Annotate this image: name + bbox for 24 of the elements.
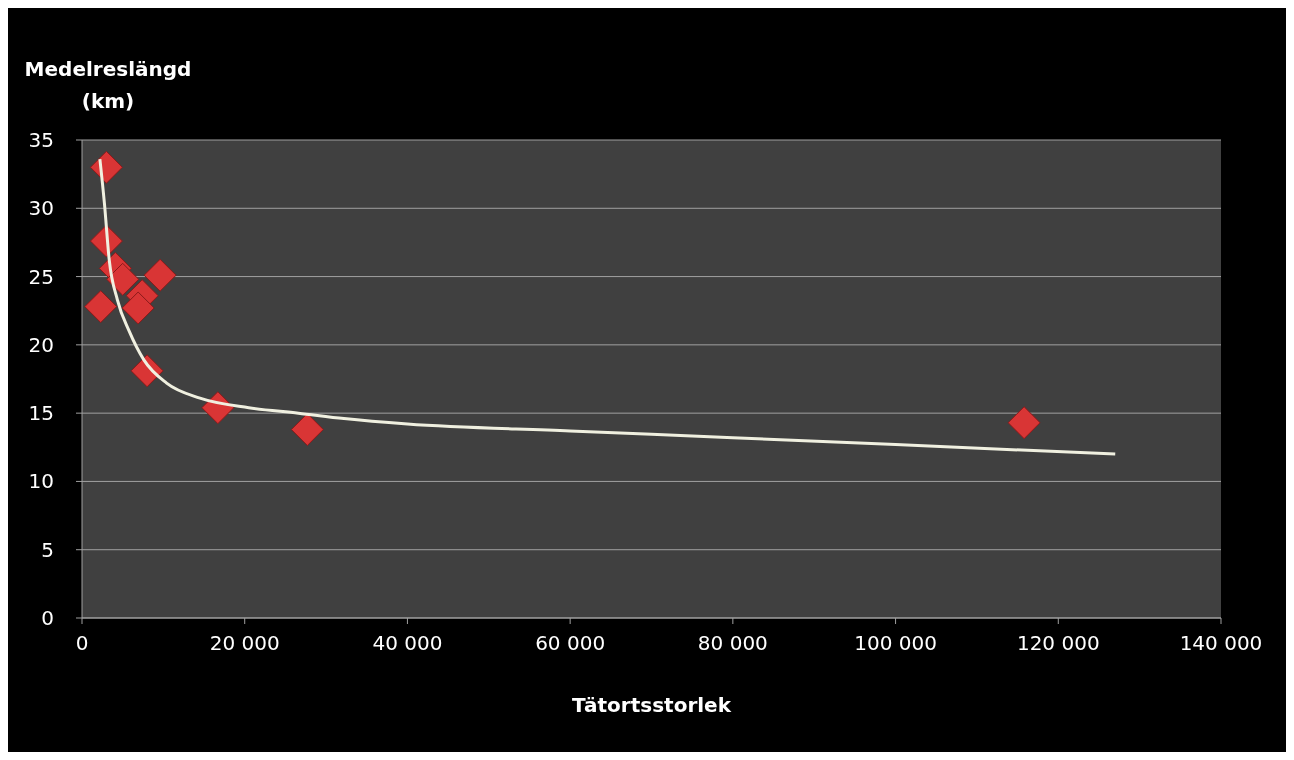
x-tick-label: 40 000 — [372, 631, 443, 655]
x-tick-label: 0 — [75, 631, 89, 655]
y-tick-label: 10 — [28, 469, 54, 494]
x-tick-label: 60 000 — [535, 631, 606, 655]
y-tick-label: 25 — [28, 264, 54, 289]
point — [121, 291, 155, 325]
x-tick-label: 100 000 — [854, 631, 937, 655]
y-tick-label: 15 — [28, 401, 54, 426]
x-tick-label: 80 000 — [697, 631, 768, 655]
x-tick-label: 140 000 — [1179, 631, 1263, 655]
y-axis-title: Medelreslängd (km) — [24, 57, 192, 113]
x-tick-label: 120 000 — [1016, 631, 1100, 655]
x-axis-title: Tätortsstorlek — [572, 693, 732, 717]
point — [143, 258, 177, 292]
y-tick-label: 0 — [41, 606, 54, 630]
y-tick-label: 30 — [28, 196, 54, 221]
x-tick-label: 20 000 — [209, 631, 280, 655]
y-tick-label: 5 — [41, 537, 54, 562]
y-tick-label: 35 — [28, 128, 54, 152]
point — [290, 413, 324, 446]
point — [84, 290, 118, 324]
point — [106, 262, 140, 296]
y-tick-label: 20 — [28, 332, 54, 357]
point — [1007, 406, 1041, 440]
